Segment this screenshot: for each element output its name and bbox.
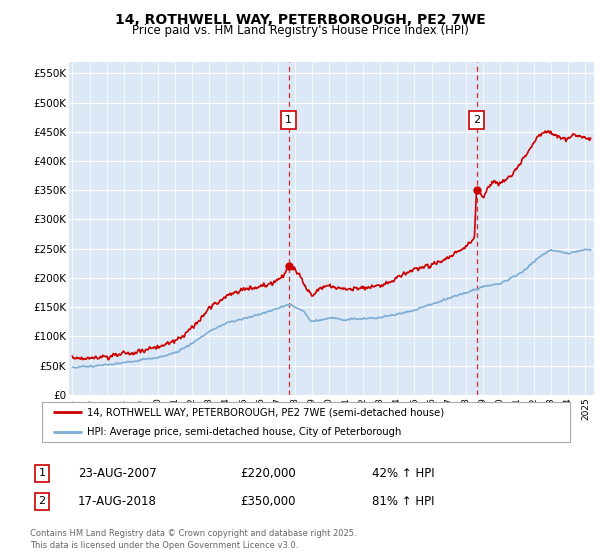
Text: Price paid vs. HM Land Registry's House Price Index (HPI): Price paid vs. HM Land Registry's House … <box>131 24 469 36</box>
Text: Contains HM Land Registry data © Crown copyright and database right 2025.
This d: Contains HM Land Registry data © Crown c… <box>30 529 356 550</box>
Text: HPI: Average price, semi-detached house, City of Peterborough: HPI: Average price, semi-detached house,… <box>87 427 401 437</box>
Text: 14, ROTHWELL WAY, PETERBOROUGH, PE2 7WE (semi-detached house): 14, ROTHWELL WAY, PETERBOROUGH, PE2 7WE … <box>87 407 444 417</box>
Text: 81% ↑ HPI: 81% ↑ HPI <box>372 494 434 508</box>
Text: 2: 2 <box>473 115 480 125</box>
Text: 42% ↑ HPI: 42% ↑ HPI <box>372 466 434 480</box>
Text: 23-AUG-2007: 23-AUG-2007 <box>78 466 157 480</box>
Text: 14, ROTHWELL WAY, PETERBOROUGH, PE2 7WE: 14, ROTHWELL WAY, PETERBOROUGH, PE2 7WE <box>115 13 485 27</box>
Text: £220,000: £220,000 <box>240 466 296 480</box>
Text: 1: 1 <box>285 115 292 125</box>
Text: 2: 2 <box>38 496 46 506</box>
Text: 1: 1 <box>38 468 46 478</box>
Text: £350,000: £350,000 <box>240 494 296 508</box>
Text: 17-AUG-2018: 17-AUG-2018 <box>78 494 157 508</box>
